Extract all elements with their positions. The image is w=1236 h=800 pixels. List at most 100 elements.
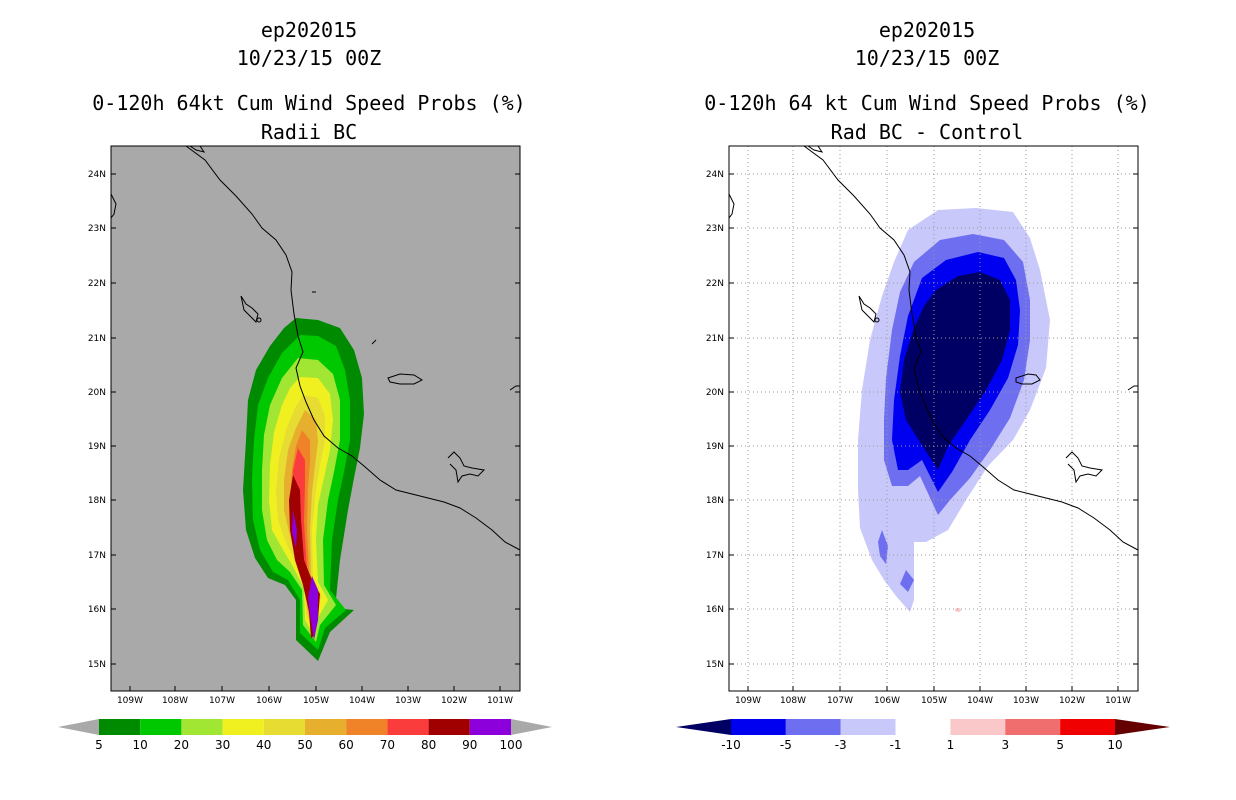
right-ytick-24n: 24N bbox=[706, 170, 724, 180]
left-colorbar-label: 30 bbox=[215, 738, 230, 752]
left-colorbar-box bbox=[222, 719, 264, 735]
right-colorbar-box bbox=[1005, 719, 1061, 735]
left-ytick-23n: 23N bbox=[88, 224, 106, 234]
left-xtick-109w: 109W bbox=[117, 696, 143, 706]
diff-contour-minus3-islet-b bbox=[900, 570, 914, 592]
right-colorbar-label: -5 bbox=[780, 738, 792, 752]
right-map: 24N 23N 22N 21N 20N 19N 18N 17N 16N 15N … bbox=[676, 145, 1170, 752]
left-colorbar-label: 100 bbox=[500, 738, 523, 752]
left-colorbar-box bbox=[99, 719, 141, 735]
left-colorbar-box bbox=[140, 719, 182, 735]
right-xtick-107w: 107W bbox=[827, 696, 853, 706]
left-colorbar-box bbox=[263, 719, 305, 735]
left-colorbar-label: 90 bbox=[462, 738, 477, 752]
left-colorbar-label: 60 bbox=[339, 738, 354, 752]
left-colorbar-label: 10 bbox=[133, 738, 148, 752]
right-ytick-17n: 17N bbox=[706, 551, 724, 561]
left-xtick-107w: 107W bbox=[209, 696, 235, 706]
left-map: 24N 23N 22N 21N 20N 19N 18N 17N 16N 15N … bbox=[58, 145, 552, 752]
right-xtick-106w: 106W bbox=[874, 696, 900, 706]
right-coast-fragment bbox=[807, 146, 824, 153]
left-baja-tip bbox=[111, 193, 117, 219]
left-title-subtitle: Radii BC bbox=[260, 120, 358, 144]
left-ytick-22n: 22N bbox=[88, 279, 106, 289]
left-xtick-103w: 103W bbox=[395, 696, 421, 706]
left-lake-cuitzeo bbox=[447, 451, 486, 484]
left-y-axis: 24N 23N 22N 21N 20N 19N 18N 17N 16N 15N bbox=[88, 170, 520, 670]
right-colorbar-box bbox=[895, 719, 951, 735]
right-colorbar-label: -3 bbox=[835, 738, 847, 752]
right-colorbar: -10 -5 -3 -1 1 3 5 10 bbox=[676, 719, 1170, 752]
left-colorbar-box bbox=[387, 719, 429, 735]
right-xtick-104w: 104W bbox=[967, 696, 993, 706]
right-panel: ep202015 10/23/15 00Z 0-120h 64 kt Cum W… bbox=[618, 0, 1236, 800]
left-probability-contours bbox=[111, 146, 520, 661]
left-colorbar-box bbox=[469, 719, 511, 735]
right-baja-tip bbox=[729, 193, 735, 219]
left-ytick-18n: 18N bbox=[88, 496, 106, 506]
diff-contour-plus1-dot bbox=[955, 608, 961, 612]
left-colorbar-box bbox=[181, 719, 223, 735]
right-colorbar-box bbox=[840, 719, 896, 735]
left-colorbar-label: 70 bbox=[380, 738, 395, 752]
left-colorbar-under-arrow bbox=[58, 719, 99, 735]
left-island-small bbox=[256, 317, 262, 323]
left-xtick-101w: 101W bbox=[487, 696, 513, 706]
right-lake-cuitzeo bbox=[1065, 451, 1104, 484]
left-colorbar-label: 50 bbox=[297, 738, 312, 752]
right-ytick-23n: 23N bbox=[706, 224, 724, 234]
right-xtick-105w: 105W bbox=[921, 696, 947, 706]
right-colorbar-label: 5 bbox=[1056, 738, 1064, 752]
right-colorbar-label: -10 bbox=[721, 738, 741, 752]
left-colorbar-label: 5 bbox=[95, 738, 103, 752]
right-x-axis: 109W 108W 107W 106W 105W 104W 103W 102W … bbox=[735, 686, 1131, 706]
left-colorbar: 5 10 20 30 40 50 60 70 80 90 100 bbox=[58, 719, 552, 752]
right-ytick-22n: 22N bbox=[706, 279, 724, 289]
right-colorbar-over-arrow bbox=[1115, 719, 1170, 735]
right-gridlines bbox=[729, 146, 1138, 691]
contour-90-b bbox=[308, 576, 318, 640]
right-colorbar-label: 10 bbox=[1107, 738, 1122, 752]
right-difference-contours bbox=[858, 208, 1050, 612]
left-ytick-16n: 16N bbox=[88, 605, 106, 615]
right-ytick-16n: 16N bbox=[706, 605, 724, 615]
right-ytick-20n: 20N bbox=[706, 388, 724, 398]
left-x-axis: 109W 108W 107W 106W 105W 104W 103W 102W … bbox=[117, 686, 513, 706]
right-ytick-18n: 18N bbox=[706, 496, 724, 506]
right-colorbar-label: 1 bbox=[947, 738, 955, 752]
left-ytick-20n: 20N bbox=[88, 388, 106, 398]
left-coast-east bbox=[509, 385, 520, 391]
right-xtick-102w: 102W bbox=[1059, 696, 1085, 706]
left-colorbar-box bbox=[428, 719, 470, 735]
right-colorbar-label: -1 bbox=[890, 738, 902, 752]
left-ytick-24n: 24N bbox=[88, 170, 106, 180]
right-island-small bbox=[874, 317, 880, 323]
left-xtick-104w: 104W bbox=[349, 696, 375, 706]
left-island-tres-marias bbox=[240, 295, 259, 323]
right-colorbar-under-arrow bbox=[676, 719, 731, 735]
left-coast-north bbox=[371, 339, 377, 345]
left-xtick-106w: 106W bbox=[256, 696, 282, 706]
right-coast-east bbox=[1127, 385, 1138, 391]
right-title-subtitle: Rad BC - Control bbox=[830, 120, 1024, 144]
right-colorbar-box bbox=[785, 719, 841, 735]
left-colorbar-over-arrow bbox=[511, 719, 552, 735]
left-ytick-15n: 15N bbox=[88, 660, 106, 670]
left-xtick-102w: 102W bbox=[441, 696, 467, 706]
right-title-storm: ep202015 bbox=[878, 18, 976, 42]
left-colorbar-label: 40 bbox=[256, 738, 271, 752]
right-xtick-109w: 109W bbox=[735, 696, 761, 706]
left-ytick-21n: 21N bbox=[88, 334, 106, 344]
left-ytick-17n: 17N bbox=[88, 551, 106, 561]
right-island-tres-marias bbox=[858, 295, 877, 323]
right-ytick-15n: 15N bbox=[706, 660, 724, 670]
right-xtick-103w: 103W bbox=[1013, 696, 1039, 706]
right-colorbar-box bbox=[1060, 719, 1115, 735]
right-coastline bbox=[803, 146, 1138, 551]
left-ytick-19n: 19N bbox=[88, 442, 106, 452]
left-coastline bbox=[185, 146, 520, 551]
left-panel: ep202015 10/23/15 00Z 0-120h 64kt Cum Wi… bbox=[58, 18, 552, 752]
left-title-product: 0-120h 64kt Cum Wind Speed Probs (%) bbox=[92, 91, 526, 115]
right-ytick-19n: 19N bbox=[706, 442, 724, 452]
left-colorbar-box bbox=[305, 719, 347, 735]
